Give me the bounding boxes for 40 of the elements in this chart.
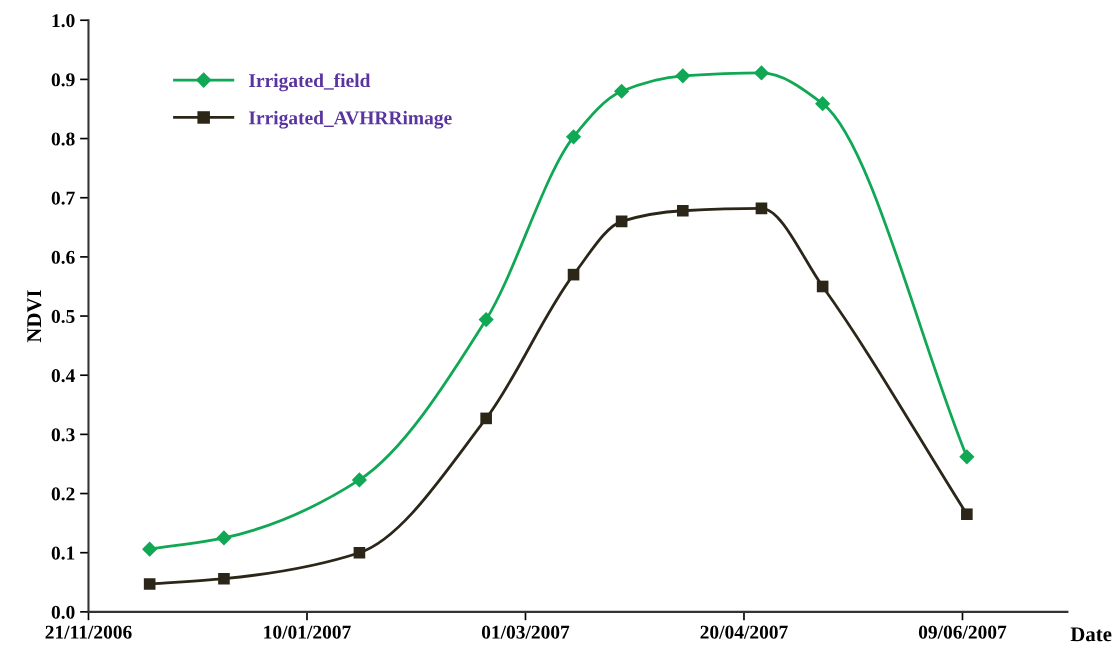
point	[143, 578, 156, 590]
point	[218, 572, 230, 585]
y-tick-label: 0.6	[51, 250, 75, 264]
y-axis-title: NDVI	[27, 290, 42, 343]
x-tick-label: 09/06/2007	[918, 625, 1007, 639]
point	[478, 311, 494, 328]
point	[676, 204, 689, 217]
y-tick-label: 0.0	[51, 605, 75, 619]
y-tick-label: 0.9	[51, 73, 75, 87]
y-tick-label: 0.3	[51, 428, 75, 442]
legend-label: Irrigated_field	[249, 73, 371, 92]
point	[753, 65, 770, 81]
y-tick-label: 0.4	[51, 369, 75, 383]
point	[567, 268, 580, 281]
y-tick-label: 0.5	[51, 309, 75, 324]
point	[565, 129, 582, 145]
point	[216, 530, 232, 546]
x-tick-label: 01/03/2007	[481, 625, 570, 639]
x-tick-label: 20/04/2007	[700, 625, 788, 639]
legend-label: Irrigated_AVHRRimage	[249, 110, 452, 129]
point	[815, 96, 831, 112]
y-tick-label: 0.7	[51, 191, 75, 205]
point	[816, 280, 829, 293]
x-tick-label: 10/01/2007	[264, 625, 351, 639]
y-tick-label: 1.0	[52, 14, 75, 28]
point	[961, 508, 973, 521]
y-tick-label: 0.2	[51, 487, 75, 501]
point	[614, 83, 630, 99]
point	[755, 202, 768, 215]
x-axis-title: Date	[1070, 627, 1112, 642]
y-tick-label: 0.8	[51, 132, 75, 146]
point	[675, 68, 691, 84]
x-tick-label: 21/11/2006	[45, 625, 132, 639]
point	[142, 541, 158, 557]
point	[959, 449, 975, 465]
point	[353, 546, 366, 559]
y-tick-label: 0.1	[51, 546, 75, 560]
point	[480, 412, 492, 425]
point	[351, 472, 368, 488]
point	[615, 215, 628, 228]
